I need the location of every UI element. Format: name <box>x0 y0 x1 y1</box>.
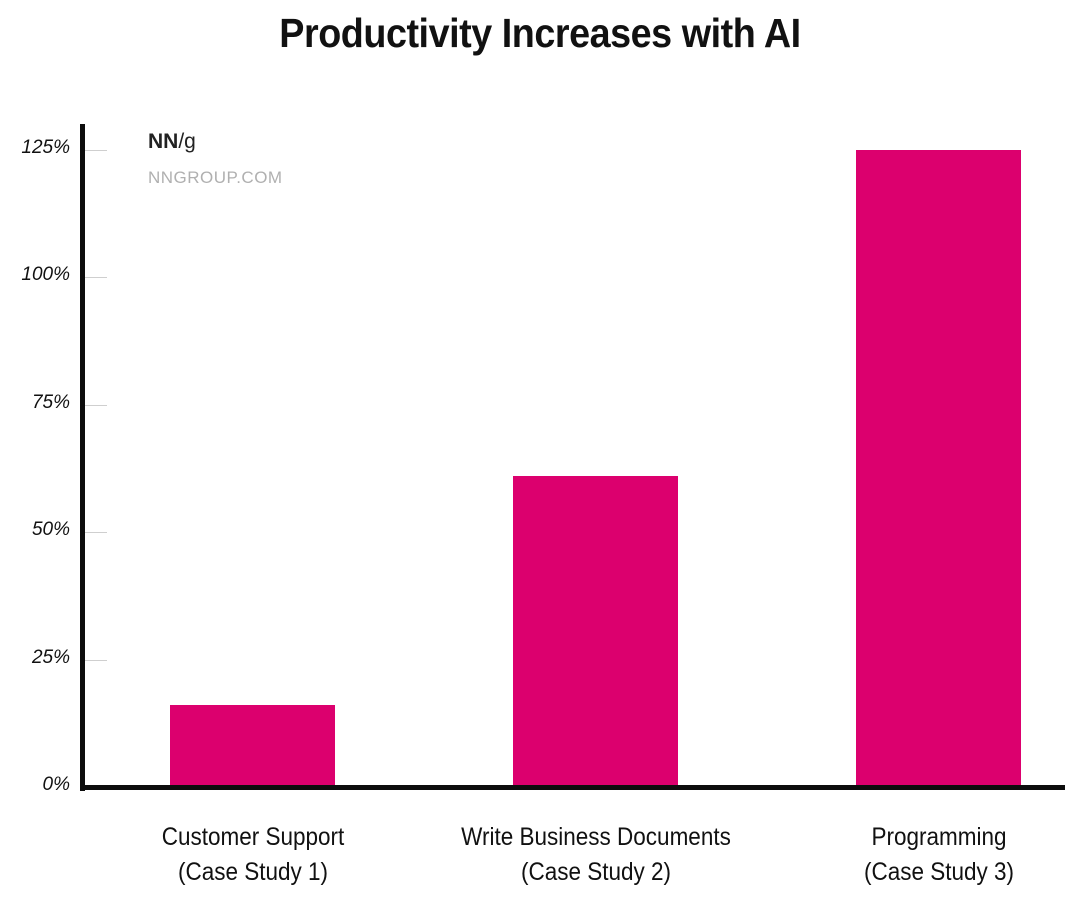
y-tick-label: 75% <box>31 391 70 413</box>
y-tick-mark <box>85 659 107 661</box>
y-tick-label: 125% <box>21 136 70 158</box>
y-tick-mark <box>85 149 107 151</box>
site-url: NNGROUP.COM <box>148 168 283 187</box>
chart-title: Productivity Increases with AI <box>279 10 801 56</box>
x-label-line: Programming <box>870 823 1007 851</box>
x-label-line: (Case Study 2) <box>520 858 671 886</box>
x-category-label: Customer Support (Case Study 1) <box>73 820 433 890</box>
x-label-line: (Case Study 1) <box>177 858 328 886</box>
logo-nn: NN <box>148 130 179 153</box>
y-tick-label: 0% <box>42 774 70 795</box>
logo-g: /g <box>178 130 196 153</box>
y-tick-mark <box>85 532 107 533</box>
y-tick-mark <box>85 404 107 406</box>
x-label-line: Write Business Documents <box>460 823 731 851</box>
y-tick-label: 50% <box>31 519 70 540</box>
bar-2 <box>513 475 678 787</box>
bar-1 <box>170 705 335 787</box>
x-category-label: Write Business Documents (Case Study 2) <box>416 820 776 890</box>
y-tick-mark <box>85 277 107 278</box>
x-label-line: (Case Study 3) <box>863 858 1014 886</box>
y-tick-label: 100% <box>21 264 70 285</box>
nng-logo: NN/g <box>148 130 196 154</box>
y-axis-line <box>80 124 85 791</box>
x-label-line: Customer Support <box>161 823 344 851</box>
x-axis-line <box>80 785 1065 790</box>
y-tick-label: 25% <box>31 646 70 668</box>
bar-3 <box>856 149 1021 787</box>
x-category-label: Programming (Case Study 3) <box>759 820 1080 890</box>
